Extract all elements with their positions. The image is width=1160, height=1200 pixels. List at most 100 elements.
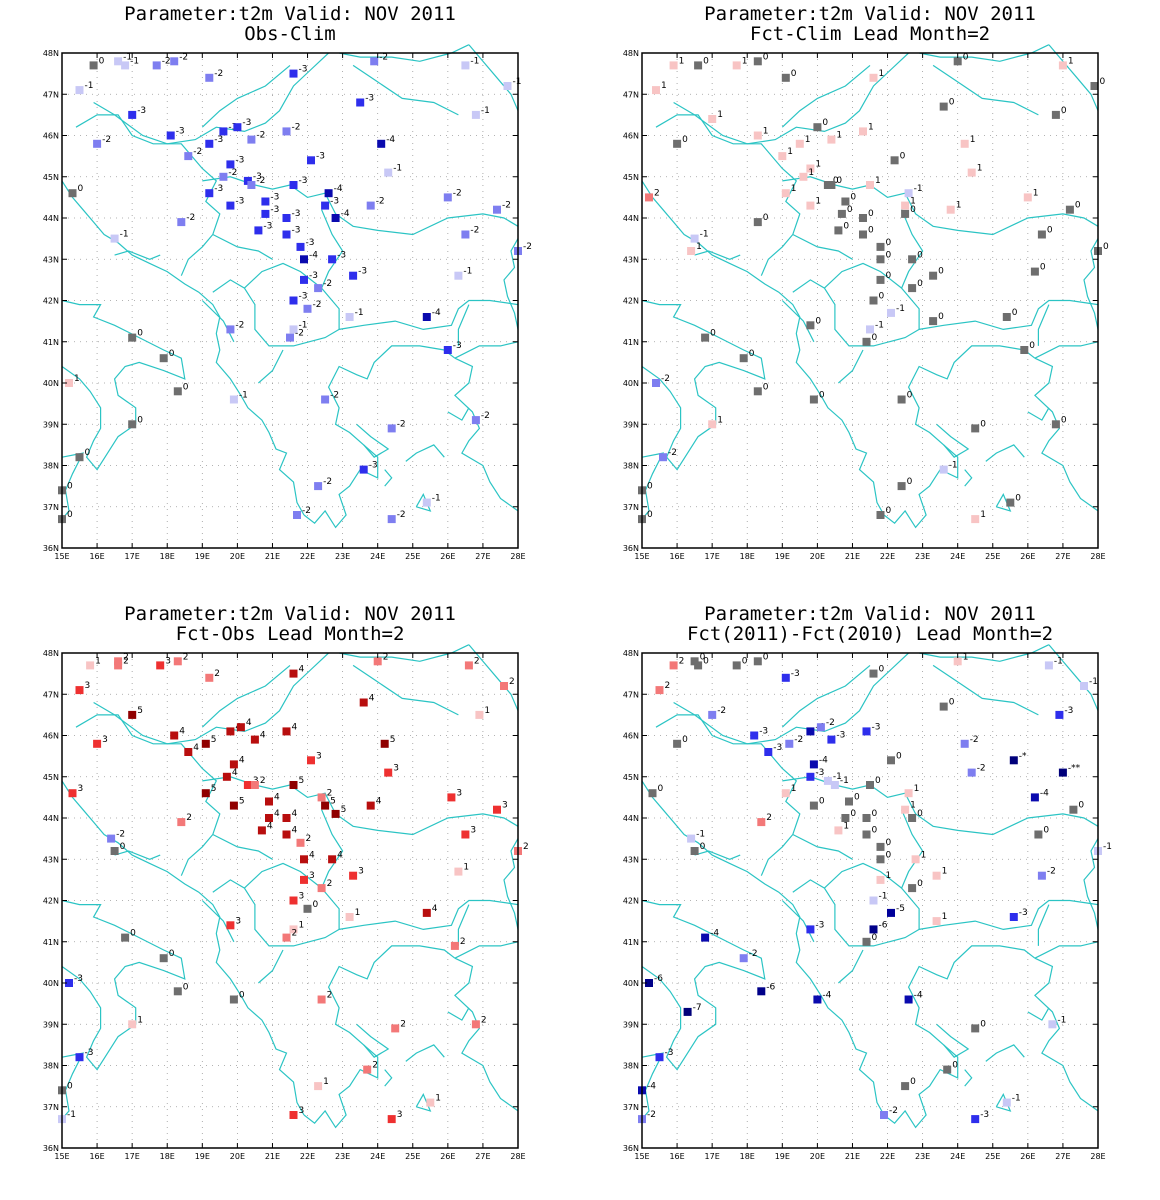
station-value-label: 2 [481,1015,487,1025]
station-marker [971,1024,980,1033]
station-value-label: -3 [453,341,462,351]
station-marker [286,333,294,342]
lon-tick-label: 19E [195,1152,210,1161]
station-value-label: 0 [658,784,664,794]
station-marker [739,354,748,363]
station-marker [652,86,660,95]
station-marker [816,723,825,732]
coastline [201,664,291,728]
coastline [781,664,871,728]
station-value-label: 2 [123,656,129,666]
station-value-label: 1 [742,56,748,66]
station-marker [866,325,874,334]
lon-tick-label: 24E [950,1152,965,1161]
station-marker [809,395,818,404]
station-marker [303,904,312,913]
station-value-label: -2 [470,226,479,236]
coastline [212,279,340,347]
station-marker [373,657,382,666]
station-marker [876,875,885,884]
station-marker [170,731,179,740]
station-value-label: -2 [481,411,490,421]
lon-tick-label: 23E [335,552,350,561]
station-value-label: 1 [484,706,490,716]
station-value-label: 0 [850,193,856,203]
station-marker [809,760,818,769]
lon-tick-label: 27E [475,552,490,561]
lon-tick-label: 21E [265,1152,280,1161]
station-value-label: -1 [1089,677,1098,687]
coastline [352,664,459,716]
station-value-label: -2 [235,320,244,330]
station-marker [503,82,512,90]
coastline [61,180,305,516]
coastline [936,423,970,458]
station-marker [806,321,815,330]
lat-tick-label: 47N [623,90,639,99]
station-value-label: 4 [239,755,245,765]
station-value-label: 0 [313,900,319,910]
station-marker [859,230,867,239]
station-marker [317,793,326,802]
station-value-label: -1 [696,830,705,840]
station-marker [932,871,941,880]
station-value-label: -2 [214,69,223,79]
station-value-label: 3 [502,801,508,811]
station-marker [690,657,699,666]
station-marker [929,271,938,280]
station-marker [799,172,808,181]
coastline [936,1023,970,1058]
lon-tick-label: 18E [160,552,175,561]
station-value-label: 0 [1078,801,1084,811]
station-marker [1055,710,1064,719]
station-marker [289,181,298,189]
station-value-label: -2 [1047,867,1056,877]
station-marker [331,214,340,222]
coastline [918,644,1050,662]
station-marker [366,801,375,810]
lat-tick-label: 39N [43,420,59,429]
station-marker [384,768,393,777]
coastline [258,949,284,984]
lat-tick-label: 37N [623,503,639,512]
lat-tick-label: 38N [623,1062,639,1071]
coastline [338,44,470,62]
lat-tick-label: 42N [623,897,639,906]
station-value-label: -3 [292,226,301,236]
station-marker [226,201,235,210]
station-value-label: -2 [661,374,670,384]
coastline [303,345,456,529]
station-marker [809,801,818,810]
station-marker [317,884,326,893]
station-value-label: 1 [815,160,821,170]
lat-tick-label: 44N [623,214,639,223]
station-marker [282,127,291,136]
station-value-label: -1 [299,320,308,330]
station-marker [1069,805,1078,814]
station-value-label: 0 [938,267,944,277]
station-marker [645,979,653,987]
coastline [93,52,330,145]
coastline [114,850,161,860]
station-marker [971,515,980,524]
station-value-label: -2 [162,56,171,66]
lon-tick-label: 27E [1055,552,1070,561]
panel-title-line1: Parameter:t2m Valid: NOV 2011 [124,603,456,625]
station-value-label: 0 [749,349,755,359]
station-value-label: -6 [766,982,775,992]
station-value-label: -1 [432,494,441,504]
station-marker [834,226,843,235]
lat-tick-label: 43N [623,855,639,864]
station-value-label: 1 [805,135,811,145]
station-value-label: -1 [840,776,849,786]
station-value-label: 3 [316,751,322,761]
station-value-label: -7 [693,1003,702,1013]
lon-tick-label: 16E [89,552,104,561]
station-marker [901,1082,910,1091]
station-marker [876,242,885,251]
station-value-label: -1 [120,230,129,240]
station-marker [345,313,354,321]
station-value-label: 1 [815,197,821,207]
coastline [468,644,519,711]
